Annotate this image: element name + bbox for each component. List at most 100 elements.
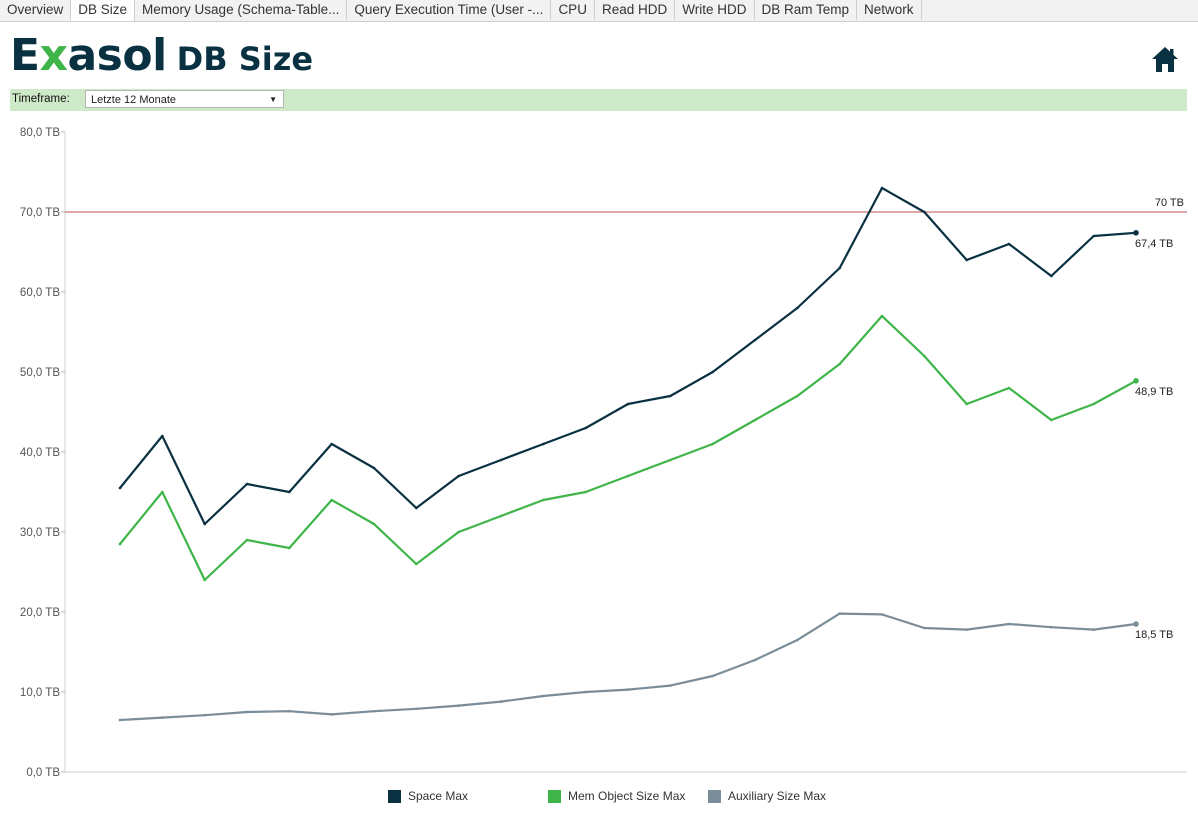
data-point-space-max bbox=[626, 402, 630, 406]
data-point-auxiliary-size-max bbox=[753, 658, 757, 662]
end-label-mem-object-size-max: 48,9 TB bbox=[1135, 386, 1173, 398]
data-point-auxiliary-size-max bbox=[118, 718, 122, 722]
home-icon[interactable] bbox=[1150, 44, 1180, 74]
tab-overview[interactable]: Overview bbox=[0, 0, 72, 20]
data-point-mem-object-size-max bbox=[245, 538, 249, 542]
data-point-mem-object-size-max bbox=[203, 578, 206, 582]
data-point-auxiliary-size-max bbox=[1007, 622, 1011, 626]
data-point-space-max bbox=[669, 394, 672, 398]
filter-bar: Timeframe: Letzte 12 Monate ▼ bbox=[10, 89, 1187, 111]
y-tick-label: 0,0 TB bbox=[26, 767, 60, 779]
chevron-down-icon: ▼ bbox=[269, 95, 277, 104]
data-point-mem-object-size-max bbox=[288, 546, 291, 550]
data-point-auxiliary-size-max bbox=[1092, 628, 1095, 631]
legend-swatch bbox=[708, 789, 721, 803]
legend-item-space-max[interactable]: Space Max bbox=[388, 789, 468, 803]
data-point-space-max bbox=[499, 458, 503, 462]
end-marker-auxiliary-size-max bbox=[1133, 621, 1139, 627]
data-point-mem-object-size-max bbox=[923, 354, 926, 358]
data-point-space-max bbox=[542, 442, 545, 446]
data-point-auxiliary-size-max bbox=[796, 638, 799, 642]
y-tick-label: 70,0 TB bbox=[20, 207, 60, 219]
data-point-auxiliary-size-max bbox=[711, 674, 714, 678]
data-point-auxiliary-size-max bbox=[1050, 625, 1053, 629]
tab-write-hdd[interactable]: Write HDD bbox=[675, 0, 755, 20]
tab-list: Overview DB Size Memory Usage (Schema-Tabl… bbox=[0, 0, 1198, 21]
data-point-auxiliary-size-max bbox=[415, 707, 418, 711]
data-point-space-max bbox=[753, 338, 757, 342]
data-point-space-max bbox=[711, 370, 714, 374]
data-point-auxiliary-size-max bbox=[161, 716, 164, 719]
tab-memory-usage-schema-table[interactable]: Memory Usage (Schema-Table... bbox=[135, 0, 348, 20]
data-point-auxiliary-size-max bbox=[626, 688, 630, 691]
data-point-mem-object-size-max bbox=[1007, 386, 1011, 390]
data-point-mem-object-size-max bbox=[499, 514, 503, 518]
y-tick-label: 80,0 TB bbox=[20, 127, 60, 139]
y-tick-label: 10,0 TB bbox=[20, 687, 60, 699]
data-point-mem-object-size-max bbox=[796, 394, 799, 398]
data-point-auxiliary-size-max bbox=[457, 704, 460, 707]
timeframe-label: Timeframe: bbox=[12, 93, 70, 105]
data-point-space-max bbox=[1007, 242, 1011, 246]
tab-db-ram-temp[interactable]: DB Ram Temp bbox=[754, 0, 858, 20]
data-point-auxiliary-size-max bbox=[330, 713, 333, 716]
data-point-space-max bbox=[288, 490, 291, 494]
data-point-auxiliary-size-max bbox=[584, 690, 587, 694]
data-point-auxiliary-size-max bbox=[880, 613, 884, 616]
data-point-space-max bbox=[838, 266, 841, 270]
data-point-mem-object-size-max bbox=[838, 362, 841, 366]
data-point-mem-object-size-max bbox=[626, 474, 630, 478]
data-point-auxiliary-size-max bbox=[499, 700, 503, 703]
series-line-mem-object-size-max bbox=[118, 314, 1138, 582]
data-point-auxiliary-size-max bbox=[203, 713, 206, 717]
legend-item-auxiliary-size-max[interactable]: Auxiliary Size Max bbox=[708, 789, 826, 803]
end-label-space-max: 67,4 TB bbox=[1135, 238, 1173, 250]
tab-bar: Overview DB Size Memory Usage (Schema-Tabl… bbox=[0, 0, 1198, 22]
data-point-mem-object-size-max bbox=[965, 402, 968, 406]
end-marker-mem-object-size-max bbox=[1133, 378, 1139, 384]
data-point-space-max bbox=[965, 258, 968, 262]
end-marker-space-max bbox=[1133, 230, 1139, 236]
data-point-space-max bbox=[880, 186, 884, 190]
chart-legend: Space Max Mem Object Size Max Auxiliary Si… bbox=[0, 789, 1198, 807]
data-point-mem-object-size-max bbox=[542, 498, 545, 502]
data-point-auxiliary-size-max bbox=[965, 628, 968, 631]
data-point-space-max bbox=[584, 426, 587, 430]
y-tick-label: 40,0 TB bbox=[20, 447, 60, 459]
y-tick-label: 30,0 TB bbox=[20, 527, 60, 539]
db-size-chart: 0,0 TB 10,0 TB 20,0 TB 30,0 TB 40,0 TB 50,0 T… bbox=[20, 127, 1187, 779]
legend-item-mem-object-size-max[interactable]: Mem Object Size Max bbox=[548, 789, 685, 803]
timeframe-dropdown[interactable]: Letzte 12 Monate ▼ bbox=[85, 90, 284, 108]
tab-query-execution-time-user[interactable]: Query Execution Time (User -... bbox=[347, 0, 552, 20]
data-point-auxiliary-size-max bbox=[669, 684, 672, 687]
end-label-auxiliary-size-max: 18,5 TB bbox=[1135, 629, 1173, 641]
data-point-space-max bbox=[923, 210, 926, 214]
data-point-space-max bbox=[330, 442, 333, 446]
data-point-auxiliary-size-max bbox=[372, 709, 376, 713]
tab-cpu[interactable]: CPU bbox=[551, 0, 595, 20]
exasol-logo: Exasol bbox=[10, 30, 167, 81]
data-point-auxiliary-size-max bbox=[838, 612, 841, 615]
data-point-mem-object-size-max bbox=[330, 498, 333, 502]
data-point-space-max bbox=[118, 486, 122, 490]
data-point-auxiliary-size-max bbox=[288, 709, 291, 713]
data-point-space-max bbox=[415, 506, 418, 510]
data-point-mem-object-size-max bbox=[1050, 418, 1053, 422]
data-point-mem-object-size-max bbox=[753, 418, 757, 422]
data-point-space-max bbox=[372, 466, 376, 470]
data-point-auxiliary-size-max bbox=[542, 694, 545, 698]
tab-network[interactable]: Network bbox=[857, 0, 922, 20]
tab-read-hdd[interactable]: Read HDD bbox=[594, 0, 676, 20]
page-title: DB Size bbox=[176, 40, 314, 78]
data-point-auxiliary-size-max bbox=[245, 710, 249, 714]
data-point-space-max bbox=[245, 482, 249, 486]
tab-db-size[interactable]: DB Size bbox=[71, 0, 136, 21]
brand-header: Exasol DB Size bbox=[10, 30, 314, 81]
data-point-mem-object-size-max bbox=[161, 490, 164, 494]
series-line-auxiliary-size-max bbox=[118, 612, 1138, 722]
data-point-auxiliary-size-max bbox=[923, 626, 926, 630]
data-point-space-max bbox=[796, 306, 799, 310]
reference-line-label: 70 TB bbox=[1155, 197, 1184, 209]
data-point-mem-object-size-max bbox=[415, 562, 418, 566]
y-tick-label: 50,0 TB bbox=[20, 367, 60, 379]
